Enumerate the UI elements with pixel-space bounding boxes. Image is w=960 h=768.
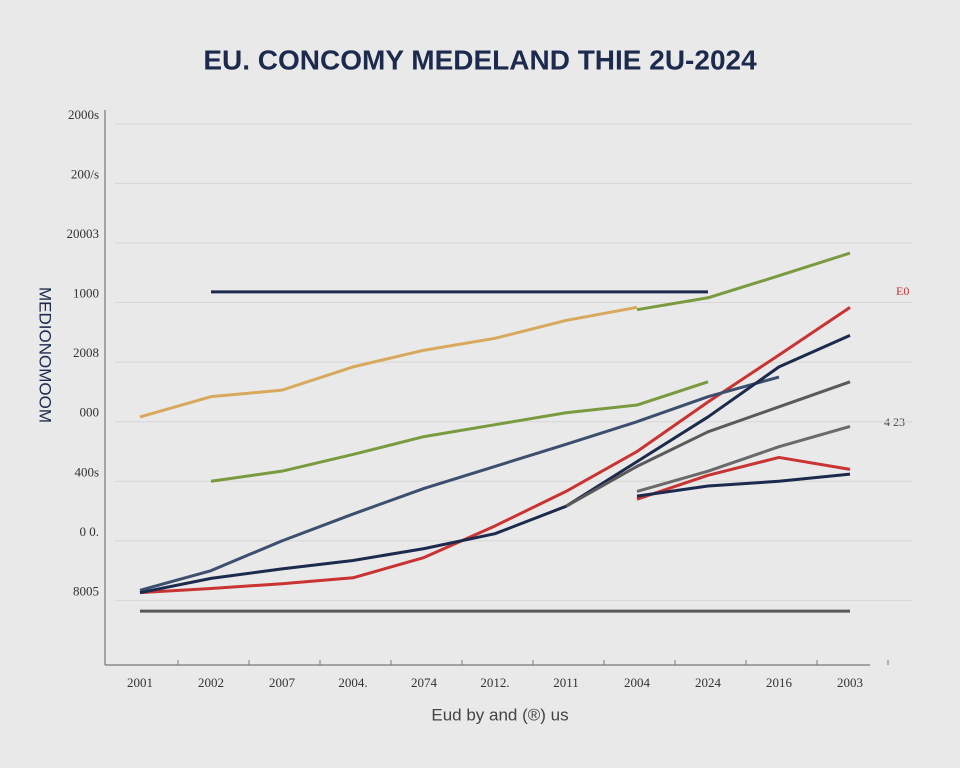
line-series: [139, 375, 780, 592]
line-series: [565, 380, 851, 508]
x-tick-label: 2016: [766, 675, 793, 690]
x-tick-label: 2003: [837, 675, 863, 690]
chart-title: EU. CONCOMY MEDELAND THIE 2U-2024: [203, 44, 757, 75]
y-tick-label: 400s: [74, 464, 99, 479]
x-tick-label: 2001: [127, 675, 153, 690]
line-series: [636, 251, 851, 312]
y-axis-label: MEDIONOMOOM: [36, 287, 55, 423]
x-tick-label: 2002: [198, 675, 224, 690]
y-tick-label: 200/s: [71, 166, 99, 181]
y-tick-label: 1000: [73, 286, 99, 301]
line-series: [636, 425, 851, 493]
x-tick-label: 2011: [553, 675, 579, 690]
y-tick-label: 2000s: [68, 107, 99, 122]
line-series: [139, 306, 851, 595]
annotation: E0: [896, 284, 909, 298]
line-series: [636, 472, 851, 498]
y-tick-label: 0 0.: [80, 524, 100, 539]
x-tick-label: 2004.: [338, 675, 367, 690]
x-tick-label: 2007: [269, 675, 296, 690]
y-tick-label: 20003: [67, 226, 100, 241]
x-tick-label: 2024: [695, 675, 722, 690]
line-series: [210, 380, 709, 483]
x-tick-label: 2004: [624, 675, 651, 690]
line-series: [139, 333, 851, 595]
x-tick-label: 2012.: [480, 675, 509, 690]
x-tick-label: 2074: [411, 675, 438, 690]
line-series: [139, 305, 638, 419]
y-tick-label: 8005: [73, 583, 99, 598]
line-series: [636, 455, 851, 501]
y-tick-label: 2008: [73, 345, 99, 360]
y-tick-label: 000: [80, 405, 100, 420]
x-axis-label: Eud by and (®) us: [431, 705, 568, 724]
